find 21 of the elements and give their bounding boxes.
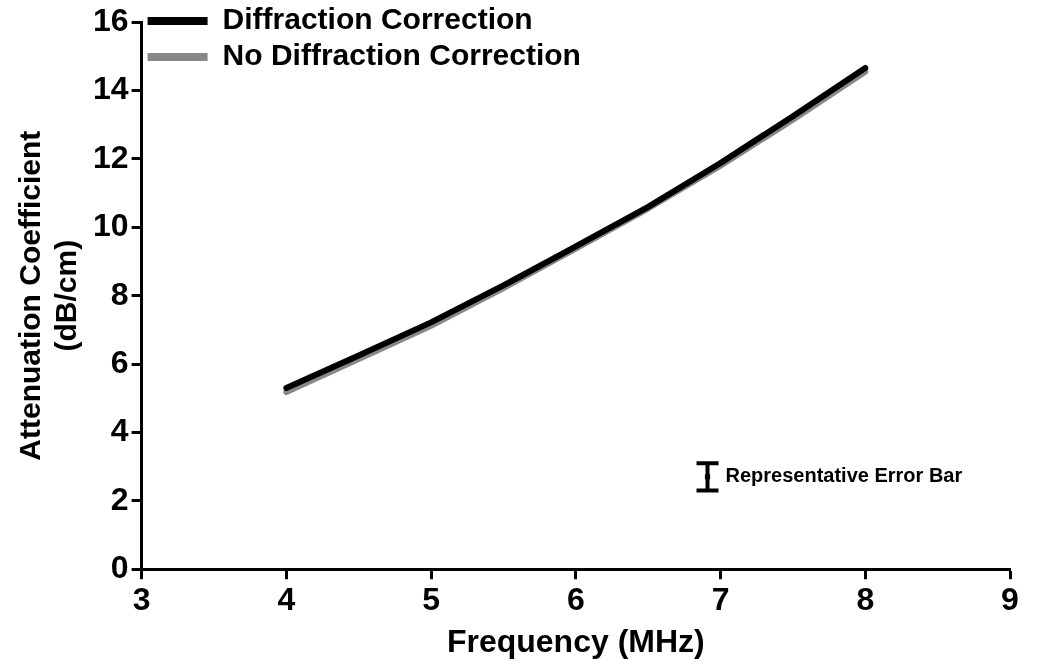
legend-label: Diffraction Correction: [222, 2, 533, 36]
x-tick-label: 7: [711, 581, 730, 618]
y-tick-label: 2: [110, 480, 129, 517]
y-tick-label: 4: [110, 412, 129, 449]
y-tick-label: 0: [110, 549, 129, 586]
x-tick-label: 9: [1001, 581, 1019, 618]
x-tick-label: 3: [132, 581, 151, 618]
y-tick-label: 6: [110, 343, 129, 380]
y-tick-label: 12: [93, 138, 129, 175]
x-tick-label: 8: [856, 581, 875, 618]
x-tick-label: 5: [422, 581, 440, 618]
y-tick-label: 14: [93, 70, 129, 107]
annotation: Representative Error Bar: [725, 464, 963, 487]
x-tick-label: 4: [277, 581, 296, 618]
x-tick-label: 6: [566, 581, 585, 618]
y-tick-label: 8: [110, 275, 129, 312]
y-tick-label: 16: [93, 2, 129, 39]
y-tick-label: 10: [93, 207, 129, 244]
y-axis-title: Attenuation Coefficient (dB/cm): [13, 130, 83, 461]
legend-label: No Diffraction Correction: [222, 38, 581, 72]
x-axis-title: Frequency (MHz): [446, 622, 705, 659]
